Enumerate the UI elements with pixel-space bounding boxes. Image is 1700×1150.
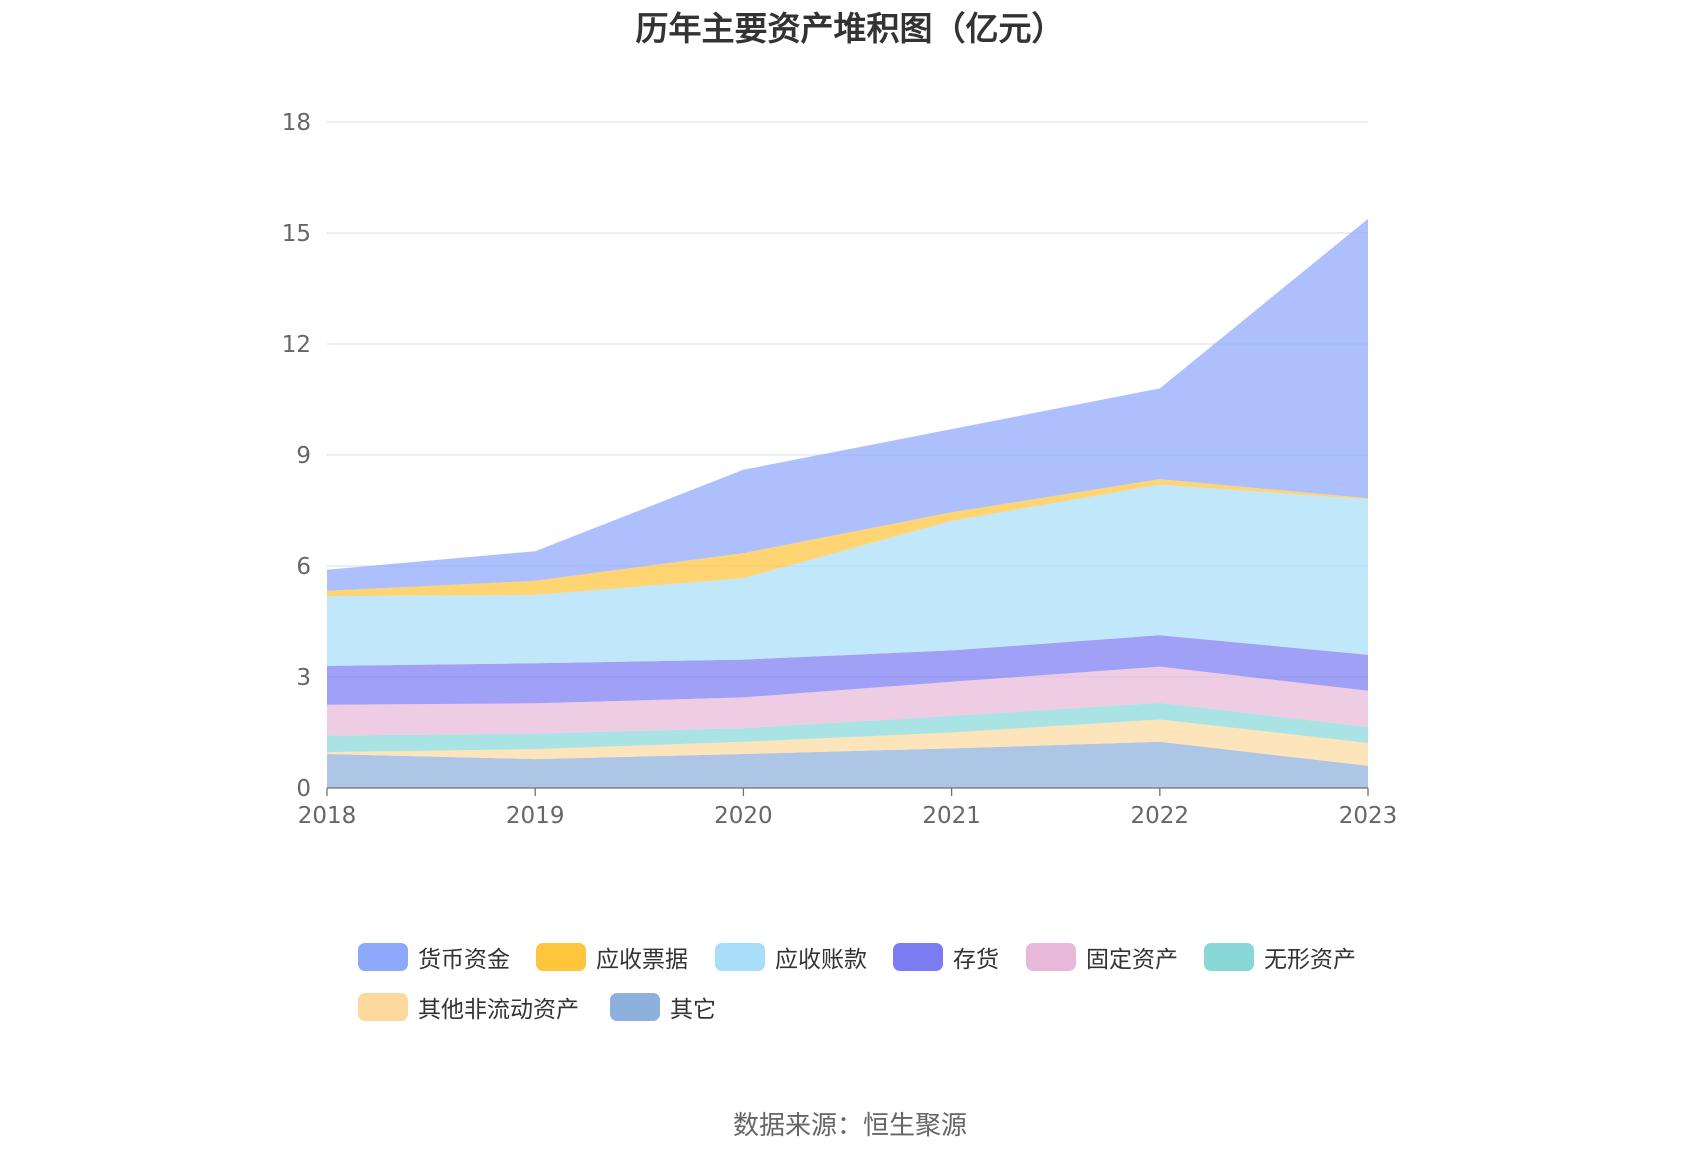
- legend-label: 固定资产: [1086, 947, 1178, 973]
- area-series-0: [327, 741, 1368, 788]
- area-series-1: [327, 719, 1368, 766]
- legend-item[interactable]: 货币资金: [358, 940, 510, 974]
- legend-item[interactable]: 应收账款: [715, 940, 867, 974]
- area-series-4: [327, 635, 1368, 705]
- legend-item[interactable]: 无形资产: [1204, 940, 1356, 974]
- legend-label: 应收票据: [596, 947, 688, 973]
- legend-label: 存货: [953, 947, 999, 973]
- area-series-7: [327, 218, 1368, 591]
- chart-title: 历年主要资产堆积图（亿元）: [635, 9, 1065, 48]
- legend-label: 应收账款: [775, 947, 867, 973]
- legend-swatch: [358, 943, 408, 971]
- area-series-3: [327, 666, 1368, 736]
- area-series-group: [327, 218, 1368, 788]
- x-tick-label: 2018: [298, 803, 357, 829]
- legend-label: 货币资金: [418, 947, 510, 973]
- legend-swatch: [536, 943, 586, 971]
- legend-swatch: [1026, 943, 1076, 971]
- y-tick-label: 3: [296, 665, 311, 691]
- legend-label: 其它: [670, 997, 716, 1023]
- legend-item[interactable]: 其它: [610, 990, 716, 1024]
- x-tick-label: 2021: [922, 803, 981, 829]
- y-tick-label: 9: [296, 443, 311, 469]
- y-tick-label: 15: [282, 221, 311, 247]
- x-tick-label: 2023: [1339, 803, 1398, 829]
- x-tick-label: 2019: [506, 803, 565, 829]
- legend-label: 其他非流动资产: [418, 997, 579, 1023]
- legend-label: 无形资产: [1264, 947, 1356, 973]
- legend-item[interactable]: 其他非流动资产: [358, 990, 579, 1024]
- area-series-6: [327, 479, 1368, 597]
- legend-swatch: [893, 943, 943, 971]
- legend-item[interactable]: 固定资产: [1026, 940, 1178, 974]
- data-source-note: 数据来源：恒生聚源: [732, 1111, 967, 1141]
- legend-item[interactable]: 存货: [893, 940, 999, 974]
- y-tick-label: 6: [296, 554, 311, 580]
- x-tick-label: 2022: [1131, 803, 1190, 829]
- legend-swatch: [358, 993, 408, 1021]
- y-tick-label: 18: [282, 110, 311, 136]
- legend-item[interactable]: 应收票据: [536, 940, 688, 974]
- y-tick-label: 12: [282, 332, 311, 358]
- area-series-2: [327, 702, 1368, 753]
- legend-swatch: [610, 993, 660, 1021]
- area-series-5: [327, 484, 1368, 666]
- legend-swatch: [715, 943, 765, 971]
- x-tick-label: 2020: [714, 803, 773, 829]
- y-tick-label: 0: [296, 776, 311, 802]
- legend-swatch: [1204, 943, 1254, 971]
